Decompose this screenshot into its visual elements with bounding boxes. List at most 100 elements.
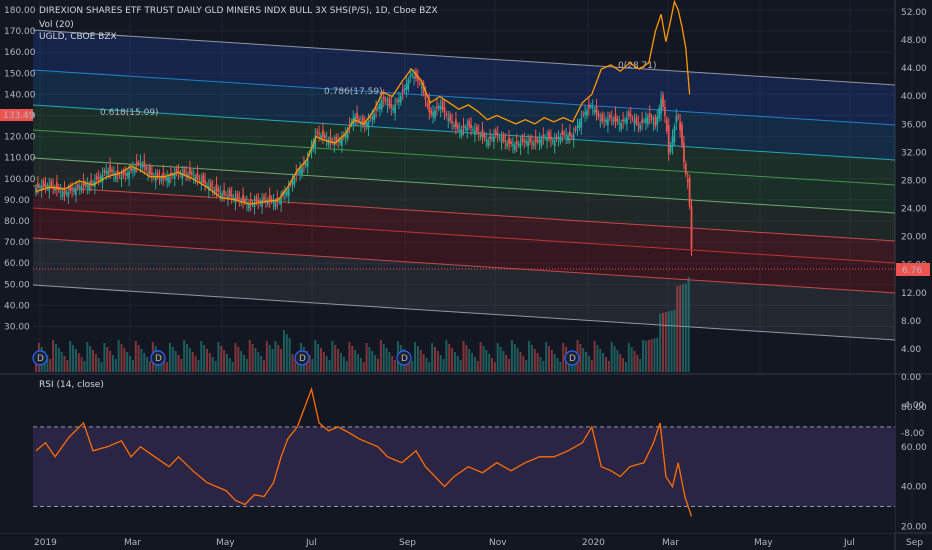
fib-label-786: 0.786(17.59) [324,87,383,97]
volume-bar [602,353,605,372]
candle-body [238,198,241,200]
volume-bar [633,351,636,372]
candle-body [551,140,554,142]
volume-bar [664,312,667,372]
candle-body [63,188,66,194]
left-axis-tick: 170.00 [4,27,36,37]
dividend-marker-label: D [299,354,306,364]
candle-body [105,171,108,173]
candle-body [314,135,317,147]
candle-body [456,125,459,130]
volume-bar [123,348,126,372]
candle-body [679,121,681,131]
volume-bar [453,352,456,372]
volume-bar [234,343,237,372]
volume-bar [208,353,211,372]
candle-body [460,129,463,136]
volume-bar [248,340,251,372]
volume-bar [365,343,368,372]
candle-body [198,178,201,180]
candle-body [565,135,567,137]
candle-body [325,139,328,141]
volume-bar [274,341,277,372]
fib-channel-line [32,129,896,186]
candle-body [78,186,81,188]
left-axis-tick: 180.00 [4,6,36,16]
volume-bar [659,313,662,372]
volume-bar [308,355,311,372]
x-axis-tick: Jul [843,538,855,548]
candle-body [544,137,547,139]
candle-body [65,192,68,194]
candle-body [130,167,132,171]
candle-body [390,104,393,109]
candle-body [633,120,636,125]
candle-body [175,168,178,174]
candle-body [181,173,184,179]
fib-channel-band [33,70,895,160]
candle-body [236,193,239,199]
volume-bar [203,345,206,372]
candle-body [348,124,351,127]
candle-body [658,107,661,119]
candle-body [242,194,244,202]
volume-bar [337,349,340,372]
rsi-axis-tick: 40.00 [901,483,927,493]
fib-channel-band [33,105,895,185]
candle-body [168,176,170,184]
candle-body [489,136,491,139]
volume-bar [314,340,317,372]
volume-bar [545,342,548,372]
candle-body [95,175,98,180]
candle-body [97,177,100,179]
candle-body [506,143,509,146]
candle-body [578,121,581,128]
rsi-label: RSI (14, close) [39,380,104,390]
candle-body [42,180,45,187]
volume-bar [468,349,471,372]
volume-bar [471,353,474,372]
volume-bar [257,352,260,372]
candle-body [232,197,235,199]
candle-body [344,134,347,138]
volume-bar [599,349,602,372]
candle-body [114,174,117,180]
volume-bar [74,349,77,372]
price-tag-left: 133.49 [3,111,35,121]
volume-bar [502,351,505,372]
candle-body [50,181,53,186]
volume-bar [351,346,354,372]
candle-body [394,104,396,114]
fib-channel-line [32,207,896,264]
right-axis-tick: 32.00 [901,148,927,158]
candle-body [542,134,545,138]
volume-bar [436,351,439,372]
candle-body [71,189,73,191]
volume-bar [263,360,265,372]
candle-body [498,137,501,139]
candle-body [133,166,136,173]
volume-bar [422,354,425,372]
candle-body [536,140,539,142]
left-axis-tick: 50.00 [4,280,30,290]
fib-label-zero: 0(28.71) [618,61,657,71]
dividend-marker-label: D [37,354,44,364]
candle-body [502,134,505,141]
volume-bar [613,346,616,372]
right-axis-tick: 48.00 [901,36,927,46]
volume-bar [476,361,479,372]
volume-bar [528,341,531,372]
candle-body [645,118,647,123]
volume-bar [508,359,511,372]
candle-body [437,106,440,109]
volume-bar [354,350,357,372]
volume-bar [260,356,263,372]
x-axis-tick: 2020 [582,538,605,548]
candle-body [289,183,292,185]
volume-bar [339,353,342,372]
candle-body [278,200,281,202]
volume-bar [322,352,325,372]
candle-body [608,115,611,119]
